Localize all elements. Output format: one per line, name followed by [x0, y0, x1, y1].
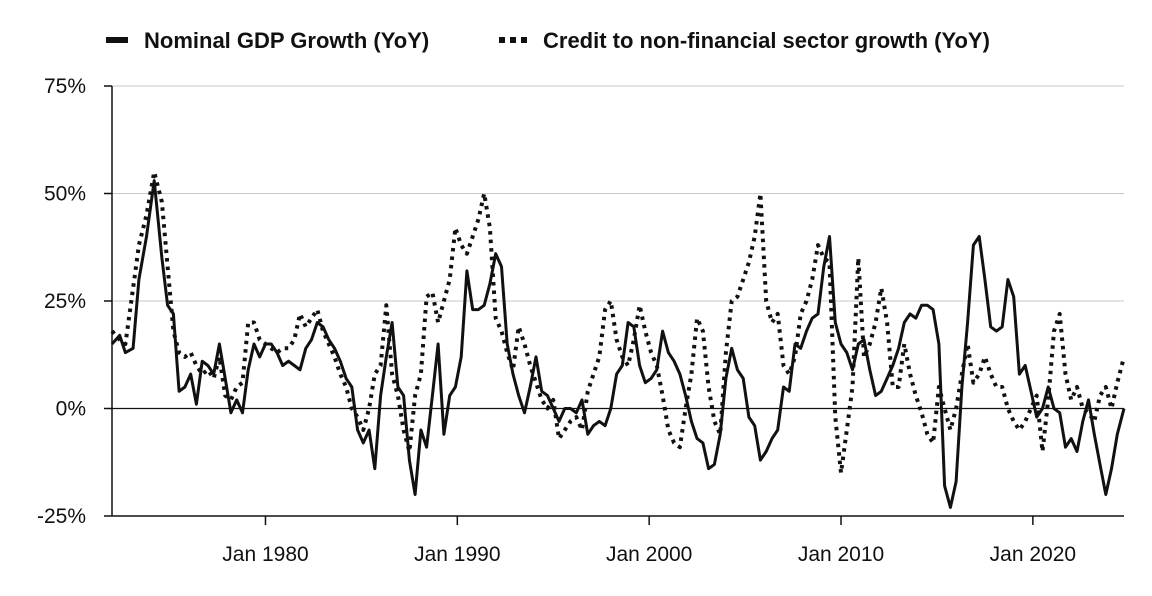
y-tick-label-1: 50%	[44, 183, 86, 206]
x-tick-label-1: Jan 1990	[414, 543, 500, 566]
x-tick-label-3: Jan 2010	[798, 543, 884, 566]
gridlines	[112, 85, 1124, 517]
y-tick-label-3: 0%	[56, 398, 86, 421]
y-axis-ticks: 75% 50% 25% 0% -25%	[37, 75, 113, 528]
legend: Nominal GDP Growth (YoY) Credit to non-f…	[106, 28, 990, 53]
y-tick-label-2: 25%	[44, 290, 86, 313]
y-tick-label-4: -25%	[37, 505, 86, 528]
legend-label-nominal-gdp: Nominal GDP Growth (YoY)	[144, 28, 429, 53]
y-tick-label-0: 75%	[44, 75, 86, 98]
x-tick-label-0: Jan 1980	[222, 543, 308, 566]
legend-label-credit-growth: Credit to non-financial sector growth (Y…	[543, 28, 990, 53]
series-lines	[110, 170, 1126, 509]
series-line-credit-growth	[110, 170, 1126, 475]
x-tick-label-4: Jan 2020	[990, 543, 1076, 566]
x-axis-ticks: Jan 1980 Jan 1990 Jan 2000 Jan 2010 Jan 2020	[112, 515, 1124, 566]
x-tick-label-2: Jan 2000	[606, 543, 692, 566]
series-line-nominal-gdp	[110, 179, 1126, 509]
